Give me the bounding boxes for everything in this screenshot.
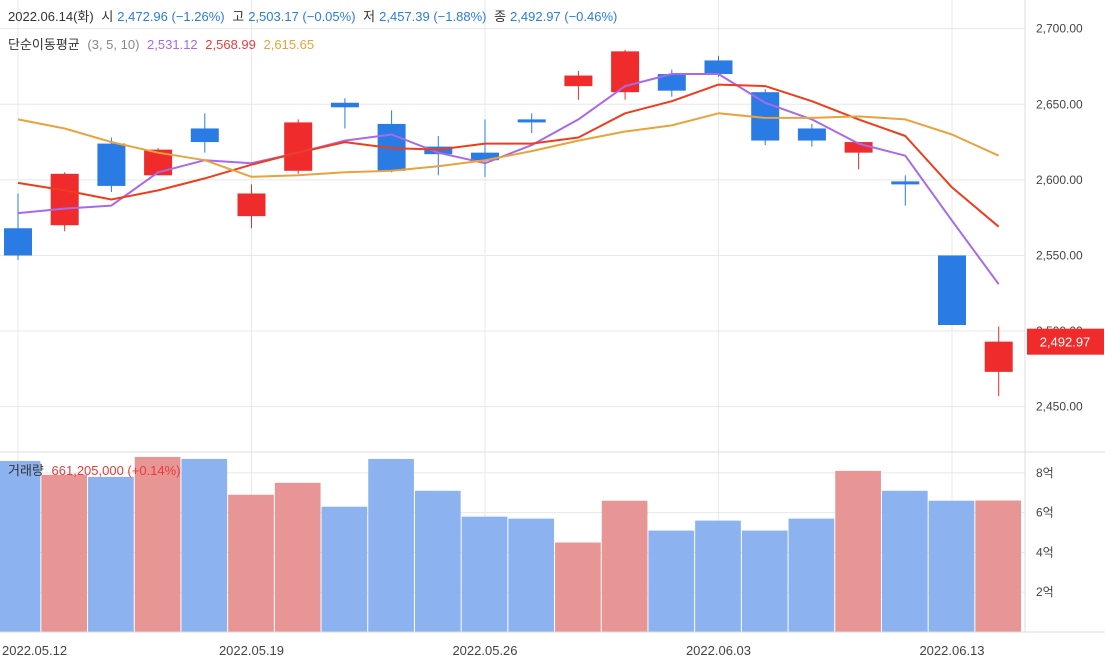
- x-tick-label: 2022.06.03: [686, 643, 751, 658]
- volume-bar: [788, 518, 835, 632]
- x-tick-label: 2022.06.13: [919, 643, 984, 658]
- volume-bars: [0, 456, 1022, 632]
- volume-bar: [555, 542, 601, 632]
- volume-bar: [274, 482, 321, 632]
- moving-average-line-ma10: [17, 112, 1000, 178]
- volume-tick-label: 8억: [1036, 466, 1054, 480]
- candle-body: [97, 143, 126, 186]
- ma10-value: 2,615.65: [263, 37, 315, 52]
- candle-body: [50, 173, 79, 226]
- volume-bar: [41, 474, 88, 632]
- candle-body: [564, 75, 593, 87]
- high-label: 고: [232, 9, 245, 24]
- low-label: 저: [363, 9, 376, 24]
- candle-body: [797, 128, 826, 141]
- candle-body: [657, 74, 686, 91]
- volume-bar: [228, 494, 274, 632]
- candle-body: [844, 142, 873, 153]
- moving-average-line-ma5: [17, 83, 1000, 228]
- x-tick-label: 2022.05.26: [452, 643, 517, 658]
- low-value: 2,457.39 (−1.88%): [379, 9, 487, 24]
- volume-tick-label: 4억: [1036, 545, 1054, 559]
- candle-body: [4, 228, 32, 256]
- volume-bar: [928, 500, 975, 632]
- volume-bar: [181, 458, 228, 632]
- volume-bar: [881, 490, 928, 632]
- moving-average-legend: 단순이동평균 (3, 5, 10) 2,531.12 2,568.99 2,61…: [8, 34, 318, 53]
- volume-bar: [321, 506, 368, 632]
- volume-bar: [0, 460, 41, 632]
- ma-title: 단순이동평균: [8, 37, 80, 52]
- volume-bar: [648, 530, 695, 632]
- ma5-value: 2,568.99: [205, 37, 256, 52]
- price-tick-label: 2,700.00: [1036, 22, 1083, 36]
- x-tick-label: 2022.05.19: [219, 643, 284, 658]
- high-value: 2,503.17 (−0.05%): [248, 9, 356, 24]
- ma-periods: (3, 5, 10): [87, 37, 140, 52]
- candle-body: [330, 102, 359, 108]
- volume-tick-label: 6억: [1036, 506, 1054, 520]
- volume-bar: [414, 490, 461, 632]
- last-price-label: 2,492.97: [1040, 335, 1091, 350]
- candle-body: [704, 60, 733, 75]
- last-price-tag: [1027, 328, 1104, 355]
- candle-body: [471, 152, 499, 161]
- moving-average-line-ma3: [17, 73, 1000, 285]
- open-value: 2,472.96 (−1.26%): [117, 9, 225, 24]
- volume-bar: [601, 500, 648, 632]
- close-value: 2,492.97 (−0.46%): [510, 9, 618, 24]
- candle-body: [237, 193, 266, 217]
- volume-value: 661,205,000 (+0.14%): [51, 463, 181, 478]
- volume-bar: [508, 518, 555, 632]
- ma3-value: 2,531.12: [147, 37, 198, 52]
- price-tick-label: 2,450.00: [1036, 400, 1083, 414]
- volume-bar: [134, 456, 181, 632]
- volume-bar: [461, 516, 508, 632]
- date-label: 2022.06.14(화): [8, 9, 94, 24]
- candle-body: [938, 255, 966, 326]
- volume-tick-label: 2억: [1036, 585, 1054, 599]
- candlesticks: [4, 49, 1013, 397]
- candle-body: [891, 181, 920, 185]
- close-label: 종: [494, 9, 507, 24]
- candle-body: [984, 341, 1013, 372]
- price-tick-label: 2,550.00: [1036, 248, 1083, 262]
- volume-bar: [368, 458, 414, 632]
- x-tick-label: 2022.05.12: [2, 643, 67, 658]
- open-label: 시: [101, 9, 114, 24]
- volume-legend: 거래량 661,205,000 (+0.14%): [8, 460, 185, 479]
- ohlc-legend: 2022.06.14(화) 시 2,472.96 (−1.26%) 고 2,503.…: [8, 6, 621, 25]
- volume-bar: [741, 530, 788, 632]
- candle-body: [190, 128, 219, 143]
- volume-bar: [975, 500, 1022, 632]
- candle-body: [284, 122, 313, 171]
- moving-average-lines: [17, 73, 1000, 285]
- candle-body: [517, 119, 546, 123]
- price-tick-label: 2,600.00: [1036, 173, 1083, 187]
- volume-title: 거래량: [8, 463, 44, 478]
- price-tick-label: 2,650.00: [1036, 97, 1083, 111]
- volume-bar: [88, 476, 134, 632]
- volume-bar: [695, 520, 741, 632]
- volume-bar: [835, 470, 881, 632]
